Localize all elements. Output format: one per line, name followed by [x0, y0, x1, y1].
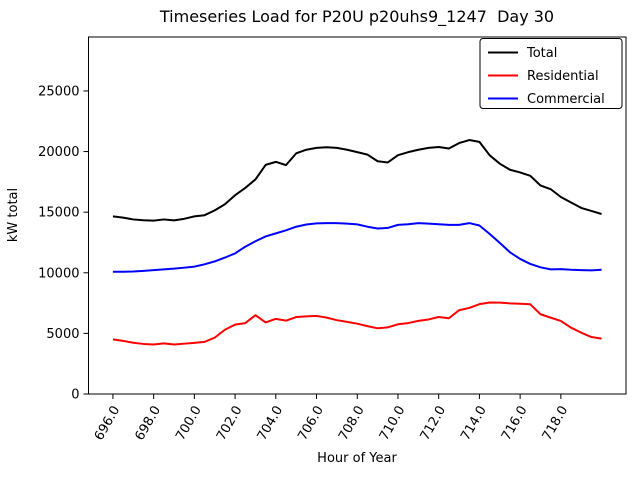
- x-tick-label: 714.0: [458, 403, 490, 443]
- y-tick-label: 10000: [38, 266, 79, 281]
- series-lines: [112, 139, 602, 346]
- y-tick-label: 5000: [46, 327, 79, 342]
- x-axis-ticks: 696.0 698.0 700.0 702.0 704.0 706.0 708.0 710.0…: [92, 394, 572, 444]
- x-tick-label: 712.0: [418, 404, 450, 444]
- legend-label-total: Total: [526, 46, 557, 61]
- y-axis-label: kW total: [6, 188, 21, 242]
- legend-label-residential: Residential: [527, 69, 599, 84]
- series-line-residential: [112, 301, 602, 346]
- x-tick-label: 698.0: [133, 404, 165, 444]
- y-tick-label: 20000: [38, 145, 79, 160]
- legend: Total Residential Commercial: [479, 38, 623, 109]
- x-tick-label: 706.0: [295, 404, 327, 444]
- y-tick-label: 25000: [38, 84, 79, 99]
- legend-label-commercial: Commercial: [527, 92, 605, 107]
- x-tick-label: 718.0: [540, 404, 572, 444]
- series-line-total: [112, 139, 602, 222]
- x-tick-label: 700.0: [173, 404, 205, 444]
- x-axis-label: Hour of Year: [317, 451, 397, 466]
- x-tick-label: 696.0: [92, 404, 124, 444]
- y-axis-ticks: 0 5000 10000 15000 20000 25000: [38, 84, 89, 403]
- chart-title: Timeseries Load for P20U p20uhs9_1247 Da…: [159, 7, 554, 27]
- x-tick-label: 708.0: [336, 404, 368, 444]
- x-tick-label: 702.0: [214, 404, 246, 444]
- x-tick-label: 710.0: [377, 404, 409, 444]
- x-tick-label: 704.0: [255, 404, 287, 444]
- legend-box: [479, 38, 623, 109]
- x-tick-label: 716.0: [499, 404, 531, 444]
- y-tick-label: 0: [71, 388, 79, 403]
- y-tick-label: 15000: [38, 206, 79, 221]
- series-line-commercial: [112, 222, 602, 273]
